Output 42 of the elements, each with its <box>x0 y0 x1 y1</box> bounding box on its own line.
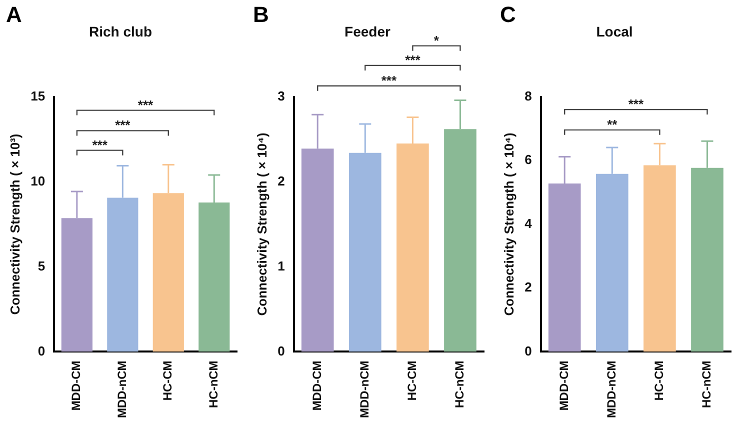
y-axis-title: Connectivity Strength ( × 10⁴) <box>501 132 516 316</box>
annotation: *** <box>92 137 108 152</box>
x-tick-label: HC-CM <box>652 360 666 401</box>
y-tick-label: 5 <box>38 258 46 274</box>
annotation: *** <box>628 96 644 112</box>
annotation: *** <box>138 97 154 112</box>
y-tick-label: 2 <box>524 280 532 295</box>
y-tick-label: 3 <box>278 88 285 104</box>
x-tick-label: MDD-nCM <box>114 360 129 418</box>
text: *** <box>381 72 398 88</box>
y-tick-label: 0 <box>524 343 532 358</box>
y-tick-label: 15 <box>30 88 46 104</box>
y-tick-label: 1 <box>278 258 285 274</box>
x-tick-label: MDD-nCM <box>357 360 372 418</box>
annotation: ** <box>607 116 618 132</box>
y-tick-label: 10 <box>30 173 46 188</box>
text: B <box>253 2 269 28</box>
x-tick-label: HC-nCM <box>452 360 467 408</box>
x-tick-label: HC-nCM <box>700 360 714 408</box>
chart-title: Feeder <box>344 23 391 40</box>
text: A <box>6 2 22 28</box>
annotation: *** <box>115 118 132 133</box>
x-tick-label: MDD-CM <box>69 360 84 411</box>
chart-title: Local <box>596 23 633 40</box>
y-axis-title: Connectivity Strength ( × 10³) <box>7 134 22 315</box>
x-tick-label: MDD-CM <box>310 360 324 411</box>
x-tick-label: MDD-nCM <box>604 360 618 418</box>
y-axis-title: Connectivity Strength ( × 10⁴) <box>254 132 270 316</box>
y-tick-label: 2 <box>278 173 285 188</box>
text: *** <box>405 52 422 68</box>
chart-title: Rich club <box>88 23 152 40</box>
y-tick-label: 6 <box>524 152 532 168</box>
text: C <box>500 2 516 28</box>
y-tick-label: 0 <box>38 343 46 358</box>
y-tick-label: 4 <box>524 216 533 231</box>
x-tick-label: HC-nCM <box>206 360 220 408</box>
x-tick-label: HC-CM <box>160 360 175 401</box>
y-tick-label: 8 <box>524 88 532 104</box>
text: * <box>434 32 440 48</box>
x-tick-label: MDD-CM <box>556 360 571 411</box>
x-tick-label: HC-CM <box>405 360 419 401</box>
y-tick-label: 0 <box>278 343 285 358</box>
